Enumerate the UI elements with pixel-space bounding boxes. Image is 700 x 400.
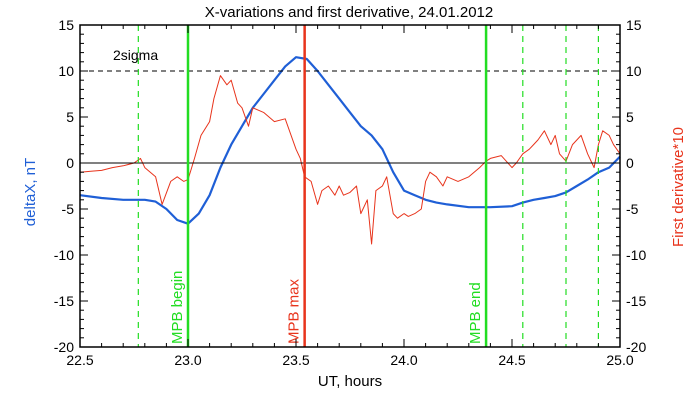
x-tick-label: 23.0 (174, 352, 201, 368)
reference-lines: MPB begin MPB max MPB end (80, 25, 620, 347)
y-tick-label-right: 5 (626, 109, 634, 125)
y-tick-label-left: 10 (58, 63, 74, 79)
x-tick-label: 22.5 (66, 352, 93, 368)
y-axis-left-title: deltaX, nT (22, 158, 39, 226)
x-tick-label: 25.0 (606, 352, 633, 368)
plot-frame (79, 24, 621, 348)
x-axis-title: UT, hours (318, 373, 382, 390)
x-tick-label: 24.0 (390, 352, 417, 368)
y-tick-label-left: 5 (66, 109, 74, 125)
y-tick-label-right: -20 (626, 339, 646, 355)
deltaX-series-line (79, 56, 621, 225)
derivative-series-line (79, 75, 621, 245)
y-tick-label-left: 15 (58, 17, 74, 33)
series-layer (79, 56, 621, 245)
y-tick-label-left: -5 (62, 201, 75, 217)
y-tick-label-right: 0 (626, 155, 634, 171)
chart-title: X-variations and first derivative, 24.01… (205, 4, 494, 21)
y-tick-label-right: -5 (626, 201, 639, 217)
mpb-begin-label: MPB begin (169, 271, 186, 344)
y-axis-right-title: First derivative*10 (670, 127, 687, 247)
y-tick-label-right: 15 (626, 17, 642, 33)
mpb-max-label: MPB max (286, 278, 303, 344)
y-tick-label-left: -10 (54, 247, 74, 263)
mpb-end-label: MPB end (467, 282, 484, 344)
x-tick-label: 23.5 (282, 352, 309, 368)
y-tick-label-right: -15 (626, 293, 646, 309)
y-tick-label-left: -15 (54, 293, 74, 309)
y-tick-label-left: -20 (54, 339, 74, 355)
y-tick-label-left: 0 (66, 155, 74, 171)
y-tick-label-right: 10 (626, 63, 642, 79)
x-tick-label: 24.5 (498, 352, 525, 368)
sigma-label: 2sigma (113, 47, 158, 63)
y-tick-label-right: -10 (626, 247, 646, 263)
